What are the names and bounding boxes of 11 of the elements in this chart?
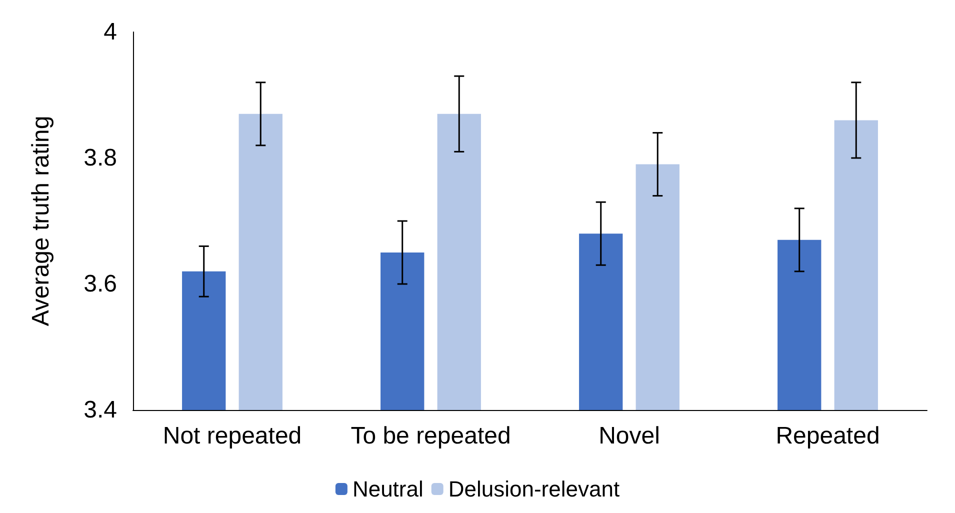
- legend-label: Delusion-relevant: [448, 476, 620, 502]
- y-axis-title: Average truth rating: [28, 116, 54, 326]
- legend-label: Neutral: [352, 476, 424, 502]
- y-tick-label: 3.6: [84, 270, 117, 298]
- y-tick-label: 3.4: [84, 396, 117, 424]
- x-tick-label: Novel: [598, 422, 660, 450]
- x-tick-label: To be repeated: [350, 422, 511, 450]
- x-tick-label: Not repeated: [162, 422, 302, 450]
- y-tick-label: 4: [104, 18, 117, 46]
- y-tick-label: 3.8: [84, 144, 117, 172]
- x-tick-label: Repeated: [776, 422, 880, 450]
